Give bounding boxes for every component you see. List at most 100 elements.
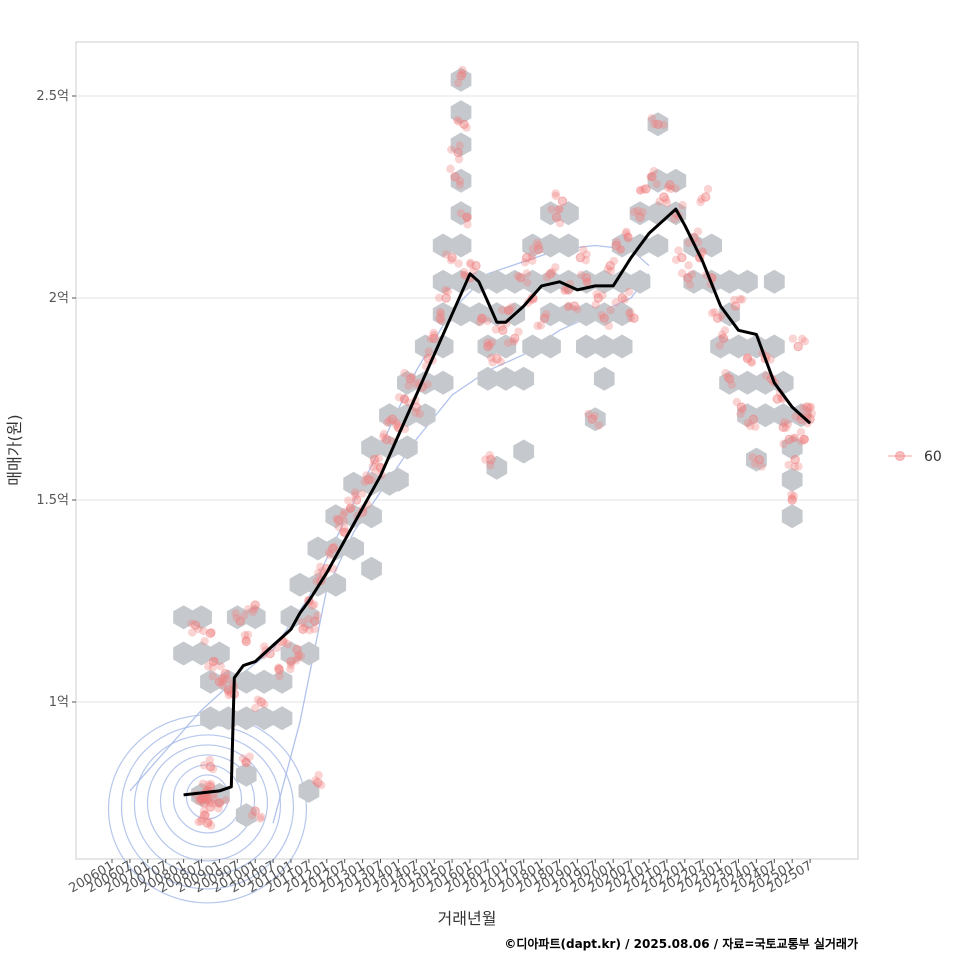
hexbin-cell: [191, 605, 212, 630]
data-point: [605, 260, 615, 271]
data-point: [683, 273, 693, 283]
data-point: [793, 341, 803, 352]
data-point: [190, 620, 201, 630]
y-tick-label: 1.5억: [36, 493, 69, 508]
data-point: [411, 380, 421, 389]
trend-line: [183, 207, 812, 797]
data-point: [297, 618, 307, 627]
data-point: [404, 381, 413, 390]
data-point: [455, 180, 465, 189]
data-point: [345, 504, 355, 514]
data-point: [641, 184, 651, 194]
hexbin-cell: [379, 403, 400, 428]
data-point: [591, 300, 600, 309]
data-point: [381, 434, 392, 445]
data-point: [286, 664, 295, 674]
data-point: [581, 256, 590, 265]
data-point: [205, 798, 214, 807]
data-point: [253, 695, 263, 704]
hexbin-cell: [235, 706, 257, 731]
data-point: [491, 325, 501, 334]
data-point: [650, 119, 659, 129]
hexbin-cell: [450, 168, 472, 193]
data-point: [528, 244, 538, 253]
data-point: [710, 307, 719, 317]
data-point: [204, 817, 214, 826]
data-point: [555, 218, 565, 228]
data-point: [199, 806, 209, 816]
data-point: [534, 241, 544, 250]
hexbin-cell: [191, 641, 212, 666]
hexbin-cell: [325, 536, 347, 561]
data-point: [687, 270, 696, 279]
data-point: [310, 616, 320, 626]
hexbin-cell: [540, 269, 561, 294]
data-point: [317, 780, 326, 790]
data-point: [712, 313, 723, 323]
data-point: [203, 662, 213, 671]
data-point: [308, 601, 317, 610]
hexbin-cell: [226, 605, 248, 630]
data-point: [370, 458, 379, 468]
data-point: [790, 454, 800, 465]
data-point: [241, 635, 251, 645]
data-point: [345, 503, 356, 513]
data-point: [214, 798, 223, 808]
data-point: [360, 477, 369, 487]
hexbin-cell: [522, 269, 543, 294]
hexbin-cell: [772, 403, 794, 428]
data-point: [611, 298, 620, 307]
hexbin-cell: [307, 536, 329, 561]
data-point: [208, 663, 218, 672]
data-point: [732, 397, 742, 407]
data-point: [564, 301, 573, 311]
hexbin-cell: [781, 435, 803, 460]
data-point: [772, 394, 782, 404]
data-point: [447, 252, 457, 263]
hexbin-cell: [361, 556, 382, 581]
data-point: [779, 439, 788, 449]
data-point: [435, 307, 445, 316]
hexbin-cell: [450, 100, 472, 125]
data-point: [304, 614, 313, 624]
data-point: [458, 69, 468, 78]
data-point: [466, 260, 475, 269]
data-point: [280, 637, 289, 646]
data-point: [507, 303, 517, 312]
data-point: [214, 804, 223, 813]
data-point: [454, 78, 463, 88]
data-point: [635, 212, 645, 222]
data-point: [560, 286, 569, 296]
data-point: [671, 255, 681, 264]
data-point: [563, 302, 573, 312]
data-point: [611, 240, 621, 251]
data-point: [411, 408, 420, 418]
hexbin-cell: [397, 435, 418, 460]
data-point: [477, 313, 487, 323]
data-point: [208, 672, 217, 681]
data-point: [646, 172, 655, 182]
data-point: [516, 273, 526, 283]
hexbin-cell: [540, 233, 561, 258]
data-point: [462, 123, 471, 132]
data-point: [313, 778, 323, 788]
data-point: [208, 799, 218, 808]
data-point: [429, 333, 439, 344]
data-point: [471, 260, 481, 271]
data-point: [551, 212, 562, 222]
density-contour: [172, 764, 243, 834]
data-point: [232, 613, 241, 623]
hexbin-cell: [200, 706, 221, 731]
data-point: [311, 776, 320, 785]
data-point: [247, 811, 257, 820]
data-point: [429, 331, 439, 340]
data-point: [647, 172, 657, 182]
data-point: [730, 301, 741, 311]
hexbin-cell: [522, 334, 543, 359]
data-point: [609, 256, 619, 266]
hexbin-cell: [611, 302, 633, 327]
data-point: [423, 380, 432, 389]
data-point: [545, 269, 556, 279]
data-point: [286, 660, 296, 670]
